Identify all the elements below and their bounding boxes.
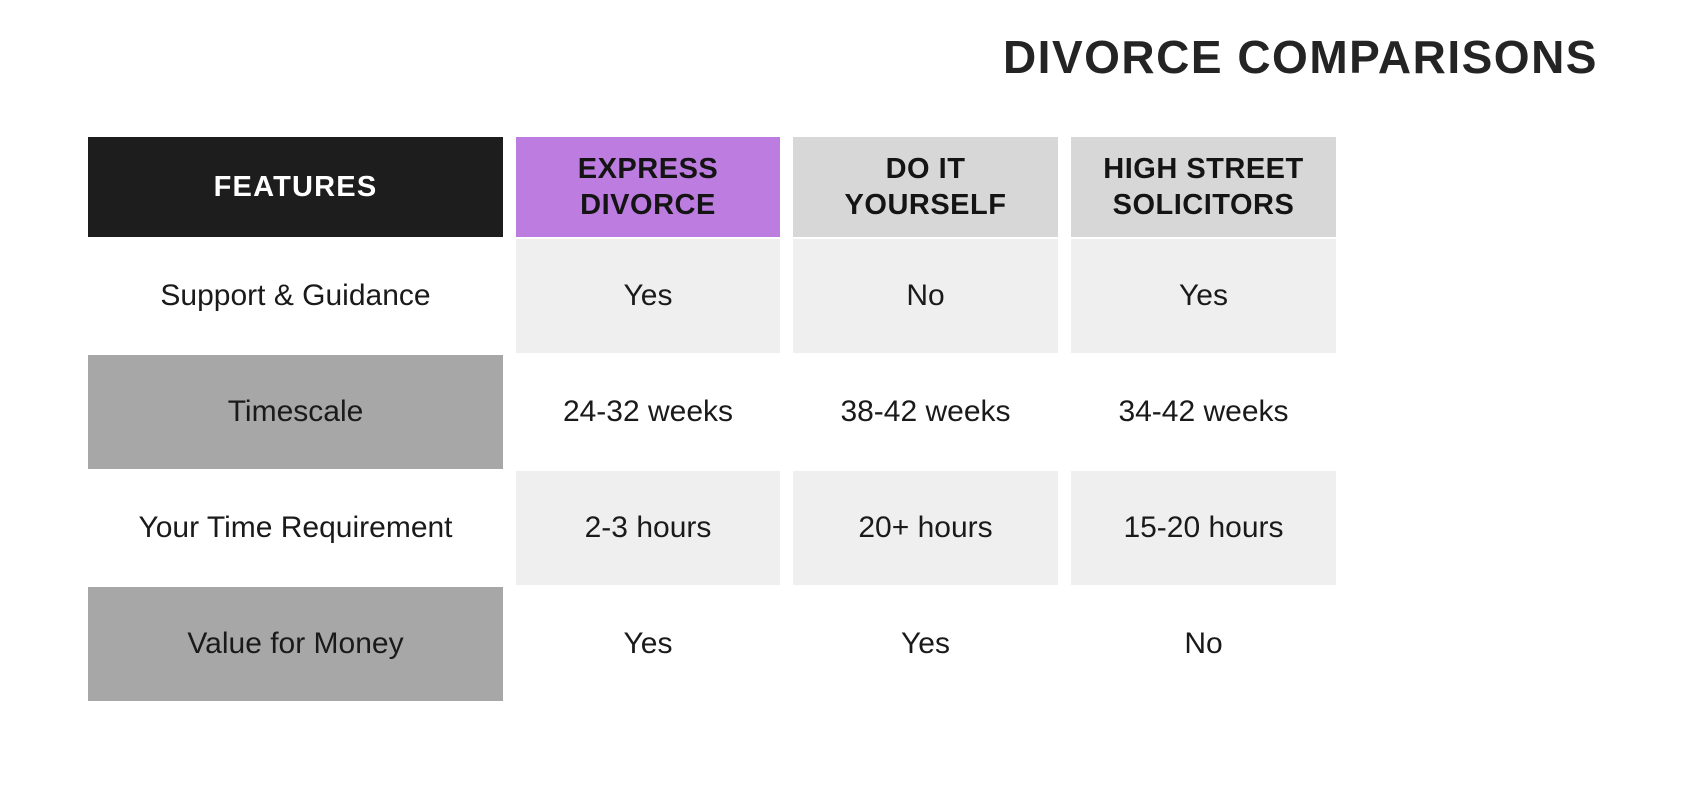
table-cell-time-solicitors: 15-20 hours	[1071, 471, 1336, 585]
table-cell-value-express: Yes	[623, 627, 673, 660]
table-cell-timescale-express: 24-32 weeks	[562, 395, 734, 428]
column-header-high-street-solicitors: HIGH STREET SOLICITORS	[1071, 137, 1336, 237]
table-cell-time-diy: 20+ hours	[793, 471, 1058, 585]
table-cell-timescale-solicitors: 34-42 weeks	[1118, 395, 1289, 428]
page-title: DIVORCE COMPARISONS	[1002, 31, 1598, 83]
row-label-your-time-requirement: Your Time Requirement	[138, 511, 453, 544]
row-label-timescale: Timescale	[88, 355, 503, 469]
column-header-express-divorce: EXPRESS DIVORCE	[516, 137, 780, 237]
table-cell-timescale-diy: 38-42 weeks	[840, 395, 1011, 428]
row-label-support-guidance: Support & Guidance	[160, 279, 431, 312]
column-header-features: FEATURES	[88, 137, 503, 237]
table-cell-value-solicitors: No	[1184, 627, 1223, 660]
table-cell-time-express: 2-3 hours	[516, 471, 780, 585]
table-cell-support-diy: No	[793, 239, 1058, 353]
table-cell-value-diy: Yes	[901, 627, 950, 660]
table-cell-support-express: Yes	[516, 239, 780, 353]
comparison-table: FEATURES EXPRESS DIVORCE DO IT YOURSELF …	[88, 137, 1336, 701]
column-header-do-it-yourself: DO IT YOURSELF	[793, 137, 1058, 237]
table-cell-support-solicitors: Yes	[1071, 239, 1336, 353]
row-label-value-for-money: Value for Money	[88, 587, 503, 701]
